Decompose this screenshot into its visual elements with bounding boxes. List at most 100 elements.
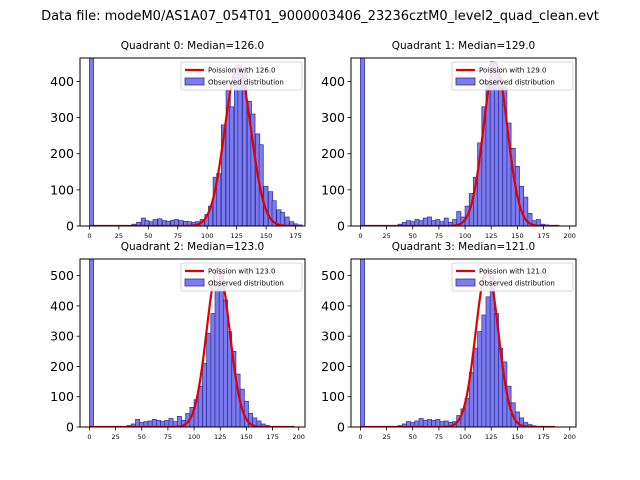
legend-observed-label: Observed distribution (208, 280, 284, 288)
x-tick-label: 0 (358, 433, 362, 441)
axes-frame (350, 57, 577, 227)
x-tick-label: 125 (485, 433, 497, 441)
x-tick-label: 100 (459, 232, 471, 240)
y-tick-label: 400 (321, 298, 345, 313)
x-tick-label: 100 (201, 232, 213, 240)
legend-box (451, 262, 574, 292)
histogram-bar (218, 272, 224, 427)
x-tick-label: 75 (435, 433, 443, 441)
histogram-bar (284, 216, 290, 226)
histogram-bar (279, 211, 285, 226)
x-tick-label: 25 (382, 433, 390, 441)
histogram-bar (206, 332, 212, 427)
y-tick-label: 200 (50, 359, 74, 374)
y-tick-label: 300 (50, 110, 74, 125)
x-tick-label: 0 (87, 232, 91, 240)
x-tick-label: 50 (409, 433, 417, 441)
y-tick-label: 200 (50, 146, 74, 161)
x-tick-label: 75 (164, 433, 172, 441)
histogram-bar (135, 419, 141, 427)
y-tick-label: 0 (66, 420, 74, 435)
x-tick-label: 125 (230, 232, 242, 240)
subplot-quadrant-1: Quadrant 1: Median=129.0 0 25 50 75 100 125 150… (321, 40, 577, 240)
y-tick-label: 400 (50, 74, 74, 89)
x-tick-label: 75 (435, 232, 443, 240)
subplot-title: Quadrant 1: Median=129.0 (392, 40, 535, 52)
histogram-bar (89, 58, 95, 226)
x-tick-label: 25 (115, 232, 123, 240)
subplot-title: Quadrant 3: Median=121.0 (392, 241, 535, 253)
histogram-bar (477, 331, 483, 427)
legend: Poission with 126.0 Observed distribution (180, 61, 303, 91)
histogram-bar (535, 219, 541, 226)
histogram-bar (89, 259, 94, 427)
y-tick-label: 400 (321, 74, 345, 89)
subplot-quadrant-3: Quadrant 3: Median=121.0 0 25 50 75 100 125 150… (321, 241, 577, 441)
legend-poisson-label: Poission with 126.0 (208, 67, 276, 75)
x-tick-label: 50 (138, 433, 146, 441)
subplot-title: Quadrant 0: Median=126.0 (121, 40, 264, 52)
subplot-quadrant-2: Quadrant 2: Median=123.0 0 25 50 75 100 125 150… (50, 241, 306, 441)
histogram-bar (427, 419, 432, 427)
legend-observed-label: Observed distribution (479, 280, 555, 288)
subplot-title: Quadrant 2: Median=123.0 (121, 241, 264, 253)
figure-suptitle: Data file: modeM0/AS1A07_054T01_90000034… (41, 9, 599, 24)
legend-observed-swatch (184, 77, 205, 86)
legend-box (451, 61, 574, 91)
histogram-bar (202, 363, 207, 427)
legend-poisson-label: Poission with 121.0 (479, 268, 547, 276)
legend-observed-swatch (184, 278, 205, 287)
y-tick-label: 300 (321, 329, 345, 344)
x-tick-label: 0 (87, 433, 91, 441)
y-tick-label: 100 (50, 389, 74, 404)
histogram-bar (210, 313, 216, 427)
legend: Poission with 129.0 Observed distribution (451, 61, 574, 91)
histogram-bar (443, 217, 449, 226)
legend-poisson-label: Poission with 129.0 (479, 67, 547, 75)
x-tick-label: 100 (459, 433, 471, 441)
poisson-curve-line (360, 268, 556, 427)
legend-observed-swatch (455, 278, 476, 287)
histogram-bar (168, 418, 174, 427)
legend-poisson-label: Poission with 123.0 (208, 268, 276, 276)
y-tick-label: 500 (50, 268, 74, 283)
x-tick-label: 175 (537, 232, 549, 240)
y-tick-label: 300 (50, 329, 74, 344)
y-tick-label: 100 (321, 389, 345, 404)
legend-observed-label: Observed distribution (479, 79, 555, 87)
x-tick-label: 200 (293, 433, 305, 441)
x-tick-label: 50 (144, 232, 152, 240)
legend-observed-swatch (455, 77, 476, 86)
x-tick-label: 0 (358, 232, 362, 240)
y-tick-label: 100 (321, 182, 345, 197)
histogram-bar (473, 347, 478, 427)
x-tick-label: 200 (564, 433, 576, 441)
histogram-bar (214, 284, 220, 427)
x-tick-label: 75 (174, 232, 182, 240)
histogram-bar (136, 222, 142, 226)
legend: Poission with 121.0 Observed distribution (451, 262, 574, 292)
axes-frame (350, 258, 577, 428)
histogram-bar (157, 218, 163, 226)
histogram-bar (527, 213, 533, 226)
histogram-bar (360, 58, 365, 226)
y-tick-label: 400 (50, 298, 74, 313)
histogram-bar (229, 106, 235, 226)
histogram-bar (151, 419, 157, 427)
axes-frame (79, 57, 306, 227)
legend-box (180, 61, 303, 91)
x-tick-label: 175 (266, 433, 278, 441)
x-tick-label: 25 (111, 433, 119, 441)
histogram-bar (360, 259, 365, 427)
x-tick-label: 150 (511, 232, 523, 240)
y-tick-label: 200 (321, 146, 345, 161)
histogram-bar (481, 314, 487, 427)
y-tick-label: 100 (50, 182, 74, 197)
axes-frame (79, 258, 306, 428)
histogram-bar (498, 77, 504, 226)
y-tick-label: 0 (66, 219, 74, 234)
y-tick-label: 200 (321, 359, 345, 374)
histogram-bar (250, 113, 256, 226)
histogram-bar (173, 219, 179, 226)
